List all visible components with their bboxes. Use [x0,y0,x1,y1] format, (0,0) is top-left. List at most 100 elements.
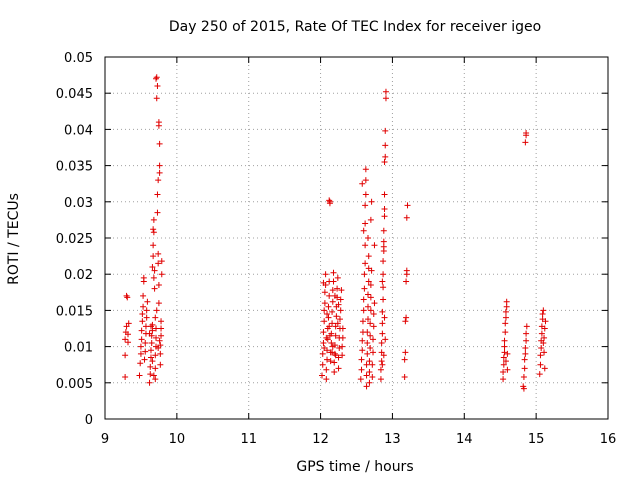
data-point [149,321,156,328]
data-point [521,365,528,372]
data-point [323,334,330,341]
data-point [362,191,369,198]
data-point [363,361,370,368]
data-point [339,334,346,341]
data-point [331,359,338,366]
data-point [329,320,336,327]
data-point [146,330,153,337]
data-point [149,358,156,365]
data-point [325,314,332,321]
data-point [147,323,154,330]
data-point [319,372,326,379]
data-point [368,198,375,205]
y-axis-label: ROTI / TECUs [6,193,22,285]
data-point [369,374,376,381]
data-point [153,74,160,81]
data-point [520,374,527,381]
data-point [367,294,374,301]
data-point [136,372,143,379]
data-point [502,358,509,365]
data-point [379,308,386,315]
grid [105,57,608,419]
data-point [382,95,389,102]
data-point [155,282,162,289]
data-point [330,269,337,276]
data-point [158,318,165,325]
data-point [502,320,509,327]
data-point [382,127,389,134]
data-point [324,336,331,343]
data-point [359,337,366,344]
data-point [123,292,130,299]
data-point [321,307,328,314]
data-point [403,314,410,321]
data-point [319,361,326,368]
y-tick-label: 0.01 [64,341,93,356]
data-point [361,271,368,278]
data-point [158,325,165,332]
data-point [504,350,511,357]
y-tick-label: 0.05 [64,51,93,66]
data-point [155,250,162,257]
data-point [336,345,343,352]
data-point [539,311,546,318]
data-point [329,308,336,315]
x-tick-label: 14 [456,432,473,447]
data-point [365,278,372,285]
data-point [142,348,149,355]
data-point [153,307,160,314]
y-tick-label: 0 [85,413,93,428]
chart-title: Day 250 of 2015, Rate Of TEC Index for r… [169,19,541,35]
x-tick-label: 9 [101,432,109,447]
data-point [523,337,530,344]
data-point [329,298,336,305]
data-point [401,374,408,381]
data-point [139,318,146,325]
data-point [147,363,154,370]
data-point [331,292,338,299]
data-point [381,206,388,213]
data-point [381,314,388,321]
data-point [157,361,164,368]
y-tick-label: 0.02 [64,268,93,283]
data-point [502,308,509,315]
data-point [324,311,331,318]
data-point [152,365,159,372]
data-point [150,274,157,281]
data-point [536,371,543,378]
y-tick-label: 0.035 [56,160,93,175]
data-point [150,229,157,236]
data-point [381,191,388,198]
data-point [153,95,160,102]
data-point [122,374,129,381]
data-point [149,263,156,270]
data-point [328,339,335,346]
data-point [331,350,338,357]
data-point [403,267,410,274]
data-point [502,314,509,321]
data-point [320,339,327,346]
data-point [381,158,388,165]
data-point [332,352,339,359]
data-point [521,356,528,363]
data-point [377,366,384,373]
data-point [152,314,159,321]
data-point [156,162,163,169]
data-point [360,307,367,314]
data-point [370,311,377,318]
data-point [326,292,333,299]
data-point [541,349,548,356]
data-point [503,298,510,305]
data-point [362,260,369,267]
data-point [500,368,507,375]
data-point [333,313,340,320]
data-point [364,235,371,241]
data-point [382,153,389,160]
data-point [360,296,367,303]
data-point [148,339,155,346]
data-point [359,347,366,354]
data-point [520,385,527,392]
data-point [501,337,508,344]
data-point [140,292,147,299]
